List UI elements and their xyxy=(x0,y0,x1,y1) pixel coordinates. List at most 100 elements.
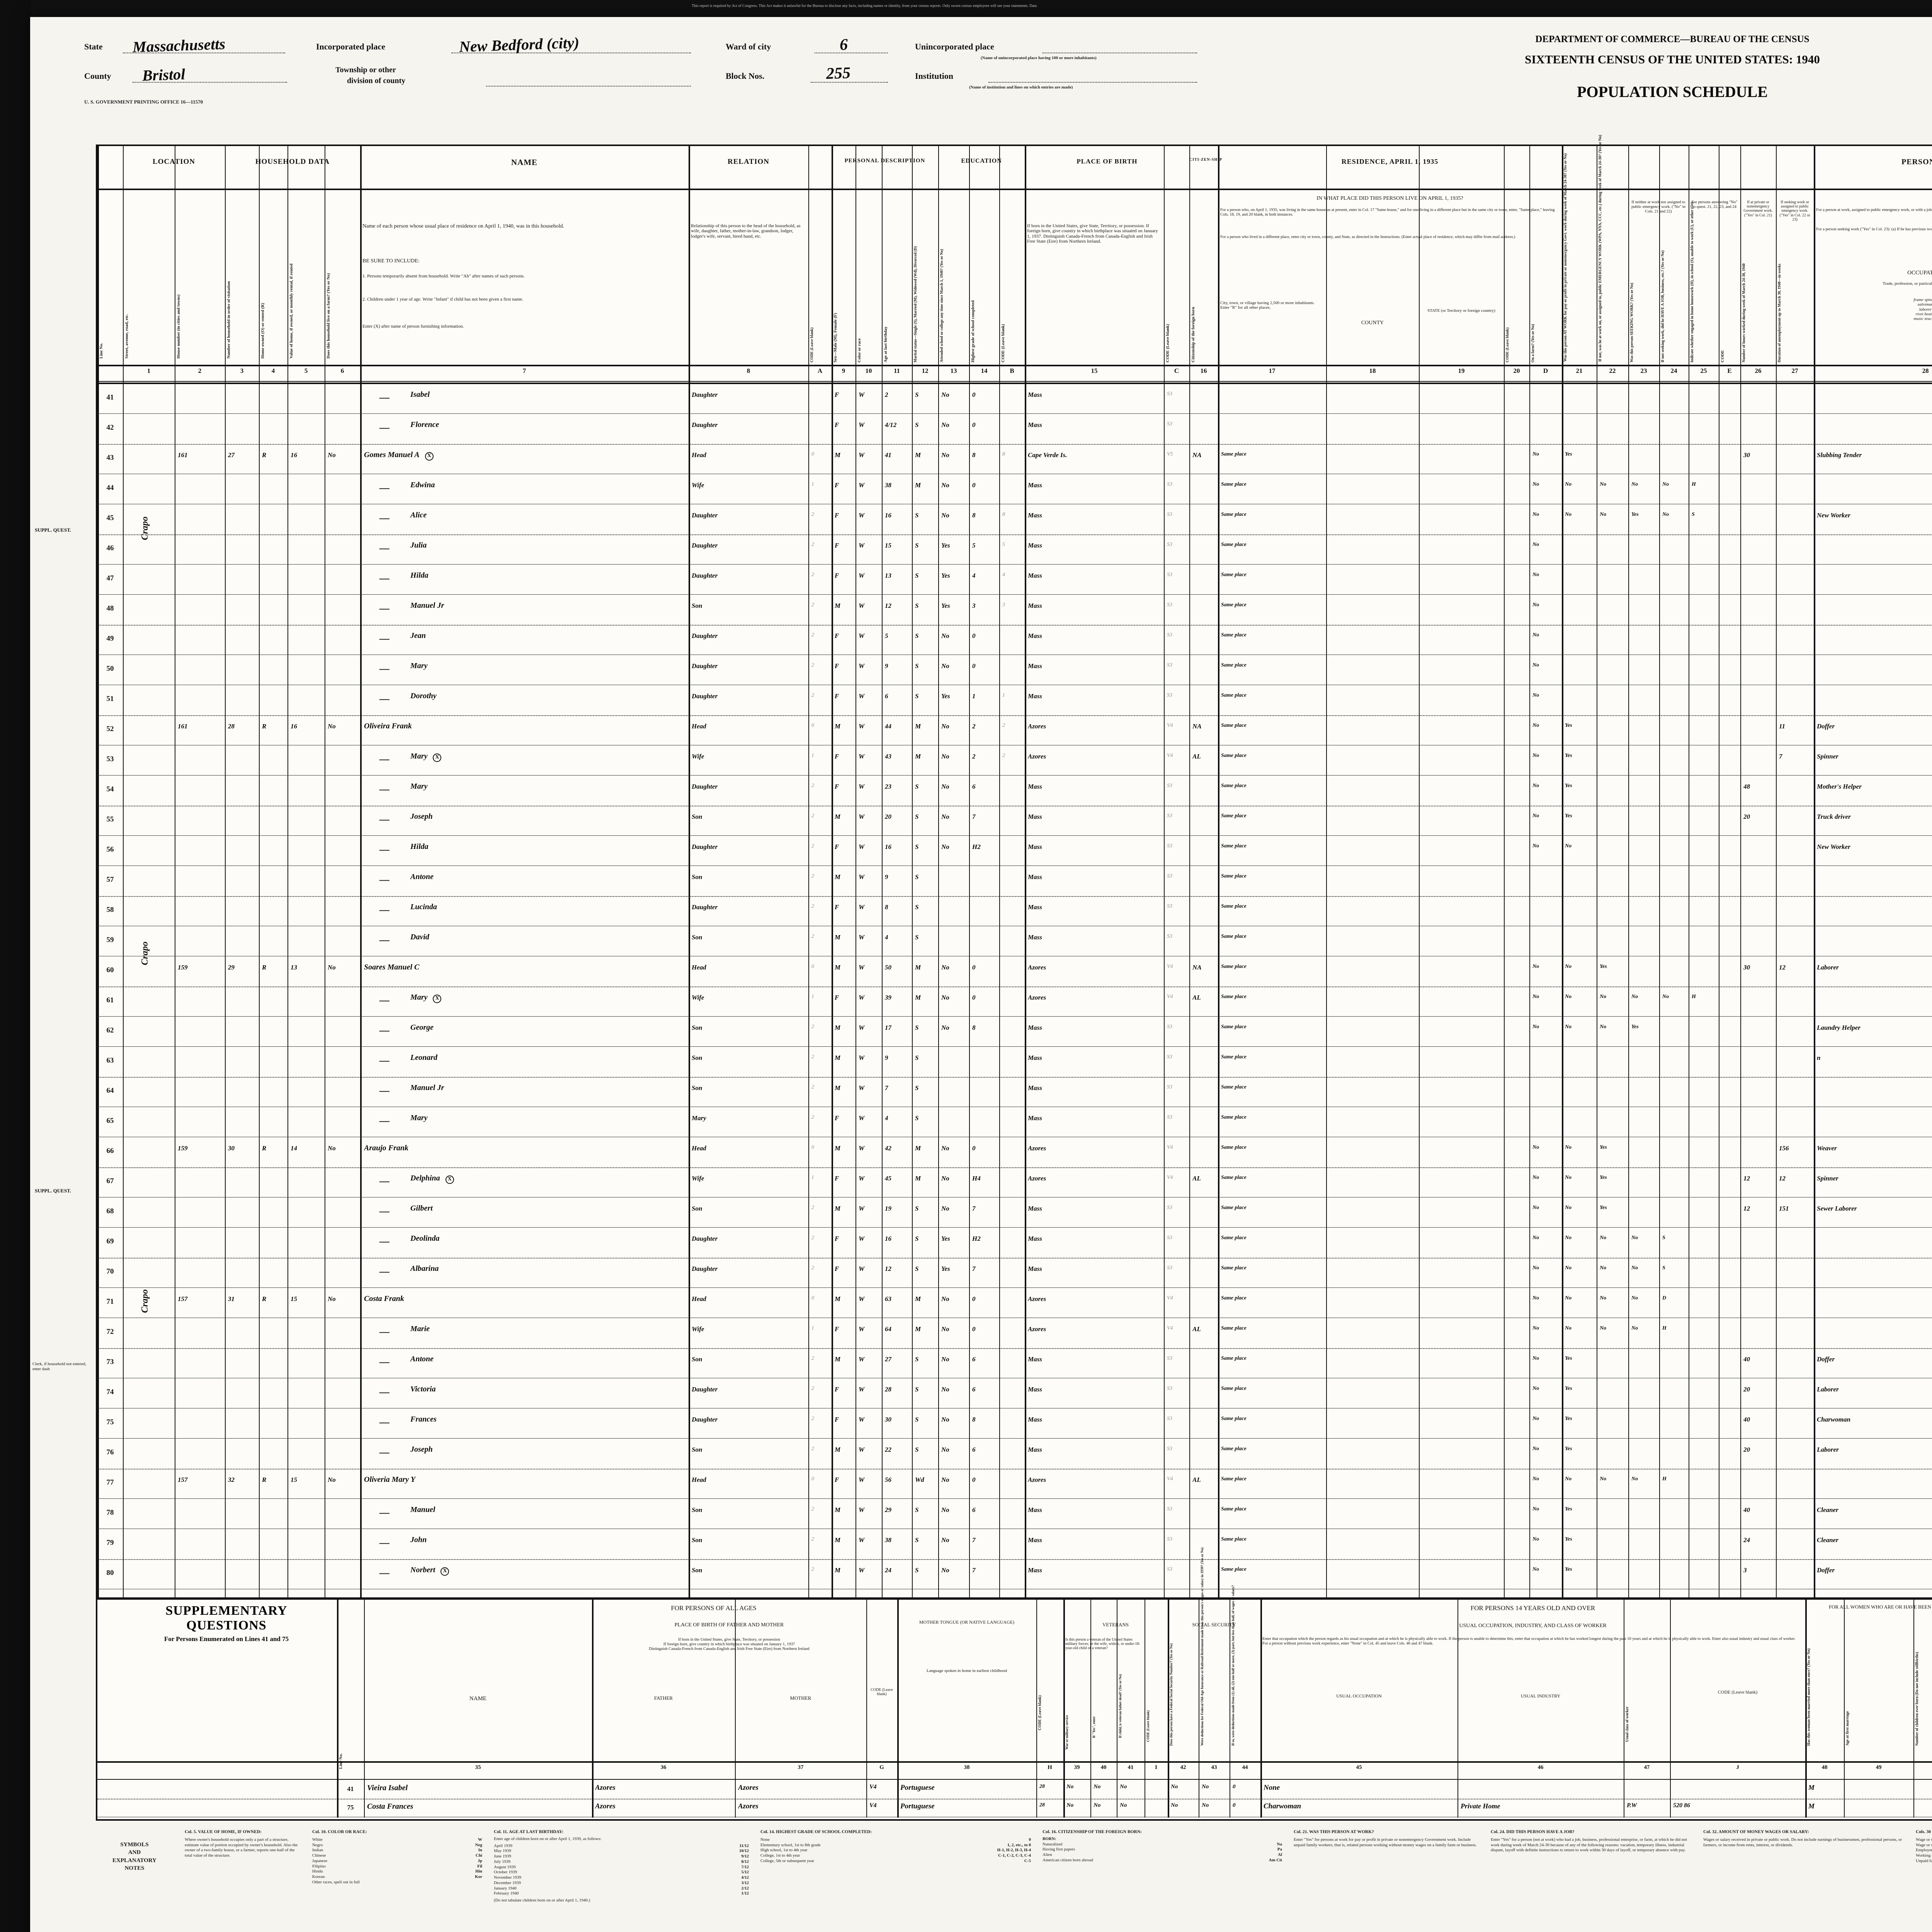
cell-age: 38 xyxy=(885,1536,891,1544)
cell-own: R xyxy=(262,723,267,730)
subhdr-house-number: House number (in cities and towns) xyxy=(176,294,181,359)
supp-cell-codeJ: 520 86 xyxy=(1673,1802,1690,1809)
supp-col-rule-q50 xyxy=(1913,1599,1914,1818)
cell-sex: M xyxy=(835,1355,841,1363)
cell-sch: Yes xyxy=(941,692,950,700)
cell-farm: No xyxy=(328,1145,336,1152)
cell-color: W xyxy=(859,391,865,398)
cell-age: 9 xyxy=(885,1054,888,1061)
table-row: 717115731R15NoCosta FrankHead0MW63MNo0Az… xyxy=(97,1288,1932,1318)
supp-cell-u_occ: None xyxy=(1264,1784,1280,1792)
cell-codeA: 2 xyxy=(811,1024,814,1030)
grid-rule-subheads xyxy=(97,365,1932,366)
cell-age: 9 xyxy=(885,662,888,670)
supp-table-row: 4141Vieira IsabelAzoresAzoresV4Portugues… xyxy=(97,1781,1932,1799)
cell-birth: Mass xyxy=(1028,1114,1042,1122)
institution-label: Institution xyxy=(915,71,954,81)
cell-codeC: S3 xyxy=(1167,1265,1172,1271)
cell-codeC: S3 xyxy=(1167,1205,1172,1211)
supp-colnum-46: 46 xyxy=(1537,1764,1544,1770)
cell-sex: M xyxy=(835,1084,841,1092)
cell-name: — Joseph xyxy=(364,812,733,821)
cell-name: — Antone xyxy=(364,872,733,881)
cell-q21: No xyxy=(1565,1235,1572,1241)
subhdr-q26: Number of hours worked during week of Ma… xyxy=(1742,263,1746,362)
supp-q48: Has this woman been married more than on… xyxy=(1807,1648,1811,1746)
subhdr-occ-note2: For a person seeking work ("Yes" in Col.… xyxy=(1816,227,1932,231)
cell-color: W xyxy=(859,843,865,850)
form-header: State Massachusetts County Bristol Incor… xyxy=(30,17,1932,145)
cell-name: — Albarina xyxy=(364,1264,733,1273)
cell-resD: No xyxy=(1532,1416,1539,1422)
row-separator xyxy=(97,1348,1932,1349)
ditto-dash: — xyxy=(379,1567,389,1576)
cell-sex: F xyxy=(835,994,839,1001)
cell-q21: No xyxy=(1565,481,1572,487)
cell-grade: 0 xyxy=(972,421,976,429)
cell-codeC: S3 xyxy=(1167,1446,1172,1452)
state-label: State xyxy=(84,42,103,51)
group-place-of-birth: PLACE OF BIRTH xyxy=(1077,158,1138,165)
cell-birth: Mass xyxy=(1028,1416,1042,1423)
cell-resD: No xyxy=(1532,723,1539,728)
cell-mar: M xyxy=(915,723,921,730)
cell-age: 6 xyxy=(885,692,888,700)
cell-sch: No xyxy=(941,1386,949,1393)
line-number-left: 78 xyxy=(106,1509,114,1517)
cell-res17: Same place xyxy=(1221,1145,1247,1150)
cell-q24: S xyxy=(1662,1235,1665,1241)
cell-house: 157 xyxy=(178,1295,188,1303)
cell-cit: AL xyxy=(1192,1325,1201,1333)
cell-codeC: S3 xyxy=(1167,1084,1172,1090)
cell-hh: 29 xyxy=(228,964,235,971)
cell-mar: S xyxy=(915,1265,919,1272)
cell-q23: No xyxy=(1631,1235,1638,1241)
cell-codeB: 4 xyxy=(1002,572,1005,578)
supp-colnum-49: 49 xyxy=(1876,1764,1882,1770)
cell-codeA: 1 xyxy=(811,753,814,759)
cell-rel: Daughter xyxy=(692,542,718,549)
subhdr-name-inc1: 1. Persons temporarily absent from house… xyxy=(362,274,525,279)
table-row: 6969—DeolindaDaughter2FW16SYesH2MassS3Sa… xyxy=(97,1228,1932,1259)
cell-q21: Yes xyxy=(1565,753,1572,759)
colnum-23: 23 xyxy=(1640,367,1647,374)
cell-name: — Mary xyxy=(364,1114,733,1122)
cell-name: — Edwina xyxy=(364,481,733,490)
cell-q25: H xyxy=(1692,994,1696,1000)
cell-val: 16 xyxy=(291,723,297,730)
footnote-col10: Col. 10. COLOR OR RACE: White W Negro Neg Ind… xyxy=(312,1830,482,1884)
incorporated-place-label: Incorporated place xyxy=(316,42,386,51)
cell-codeC: S3 xyxy=(1167,1566,1172,1572)
cell-codeC: S3 xyxy=(1167,1506,1172,1512)
cell-codeC: S3 xyxy=(1167,421,1172,427)
line-number-left: 76 xyxy=(106,1448,114,1456)
cell-house: 161 xyxy=(178,451,188,459)
group-personal-description: PERSONAL DESCRIPTION xyxy=(844,158,925,164)
cell-codeC: V5 xyxy=(1167,451,1173,457)
cell-resD: No xyxy=(1532,1175,1539,1180)
cell-color: W xyxy=(859,873,865,881)
cell-sex: M xyxy=(835,1566,841,1574)
cell-hh: 27 xyxy=(228,451,235,459)
supp-cell-ss44: 0 xyxy=(1233,1802,1236,1808)
supp-usual-occ-note: Enter that occupation which the person r… xyxy=(1262,1637,1796,1646)
cell-color: W xyxy=(859,1355,865,1363)
cell-sch: No xyxy=(941,1205,949,1212)
table-row: 434316127R16NoGomes Manuel AXHead0MW41MN… xyxy=(97,444,1932,474)
cell-resD: No xyxy=(1532,632,1539,638)
cell-grade: 7 xyxy=(972,813,976,820)
colnum-10: 10 xyxy=(865,367,872,374)
cell-resD: No xyxy=(1532,1476,1539,1482)
cell-color: W xyxy=(859,1024,865,1031)
cell-rel: Son xyxy=(692,1446,702,1453)
subhdr-color: Color or race xyxy=(857,338,862,362)
line-number-left: 72 xyxy=(106,1328,114,1336)
cell-color: W xyxy=(859,813,865,820)
cell-age: 2 xyxy=(885,391,888,398)
supp-cell-vet41: No xyxy=(1120,1784,1127,1790)
informant-x-mark: X xyxy=(433,753,442,762)
cell-resD: No xyxy=(1532,964,1539,969)
clerk-note: Clerk, if household not entered, enter d… xyxy=(32,1362,87,1371)
supp-cell-codeH: 28 xyxy=(1039,1802,1045,1808)
cell-color: W xyxy=(859,1325,865,1333)
